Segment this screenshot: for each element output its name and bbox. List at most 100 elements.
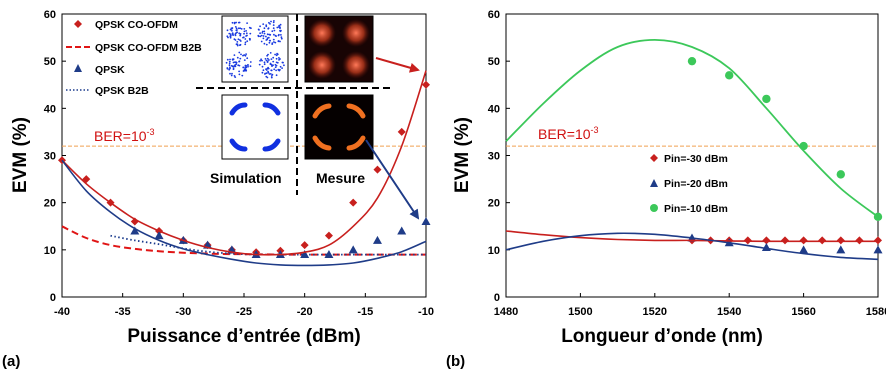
- chart-a-y-tick-label: 30: [44, 151, 56, 163]
- constellation-dot: [266, 67, 269, 70]
- constellation-arc: [312, 103, 332, 119]
- chart-a-series-2-point: [130, 226, 140, 235]
- constellation-dot: [261, 65, 264, 68]
- chart-b-series-0-point: [818, 236, 827, 245]
- constellation-dot: [259, 35, 262, 38]
- chart-b-x-tick-label: 1560: [791, 306, 815, 318]
- chart-a-series-0-point: [422, 80, 430, 89]
- chart-b-series-0-point: [855, 236, 864, 245]
- constellation-dot: [274, 66, 277, 69]
- constellation-dot: [272, 24, 275, 26]
- constellation-dot: [266, 60, 269, 63]
- constellation-dot: [277, 40, 280, 42]
- constellation-dot: [238, 60, 241, 63]
- constellation-dot: [269, 52, 272, 54]
- constellation-dot: [244, 38, 247, 40]
- constellation-dot: [274, 41, 277, 44]
- chart-b-series-0-point: [874, 236, 882, 245]
- constellation-dot: [265, 75, 268, 78]
- chart-a-y-axis-label: EVM (%): [10, 117, 31, 193]
- constellation-dot: [238, 70, 241, 73]
- constellation-dot: [267, 27, 270, 30]
- chart-b-series-3-line: [505, 38, 879, 218]
- chart-a-series-5-line: [61, 159, 427, 267]
- constellation-dot: [244, 43, 247, 46]
- constellation-dot: [273, 29, 276, 32]
- constellation-dot: [235, 21, 238, 24]
- constellation-dot: [263, 61, 266, 64]
- constellation-arc: [229, 138, 248, 152]
- constellation-dot: [228, 64, 231, 67]
- constellation-dot: [279, 65, 282, 68]
- chart-b-ber-exponent: -3: [591, 125, 599, 135]
- constellation-dot: [266, 57, 269, 60]
- chart-b-y-tick-label: 60: [488, 9, 500, 21]
- chart-a-series-2-point: [372, 235, 382, 244]
- constellation-dot: [247, 65, 249, 68]
- constellation-dot: [262, 23, 265, 25]
- constellation-dot: [243, 28, 246, 30]
- constellation-dot: [249, 61, 252, 63]
- legend-triangle-marker: [650, 179, 658, 187]
- constellation-dot: [274, 53, 276, 56]
- constellation-dot: [225, 61, 228, 64]
- constellation-arc: [229, 102, 248, 116]
- chart-a-series-2-point: [397, 226, 407, 235]
- constellation-dot: [265, 43, 268, 46]
- chart-a-series: [58, 70, 431, 267]
- chart-a-series-0-point: [397, 127, 406, 136]
- panel-label-b: (b): [446, 353, 465, 370]
- constellation-dot: [231, 65, 234, 68]
- constellation-dot: [239, 43, 242, 46]
- constellation-dot: [279, 27, 281, 29]
- constellation-dot: [275, 35, 277, 37]
- constellation-dot: [249, 32, 252, 35]
- constellation-dot: [275, 57, 278, 60]
- legend-label: QPSK: [95, 64, 125, 76]
- constellation-dot: [239, 33, 242, 35]
- constellation-dot: [283, 64, 285, 67]
- chart-b-series-1-point: [873, 245, 883, 254]
- constellation-dot: [261, 32, 264, 34]
- chart-a-y-tick-label: 40: [44, 103, 56, 115]
- chart-b-x-tick-label: 1480: [494, 306, 518, 318]
- chart-b-series-1-point: [799, 245, 809, 254]
- constellation-dot: [233, 21, 236, 24]
- legend-label: QPSK CO-OFDM: [95, 19, 178, 31]
- constellation-dot: [259, 32, 261, 35]
- constellation-dot: [268, 21, 270, 24]
- inset-frame: [304, 94, 374, 160]
- constellation-dot: [230, 27, 233, 30]
- chart-b-y-tick-label: 0: [494, 292, 500, 304]
- constellation-dot: [270, 58, 273, 60]
- chart-a-ber-exponent: -3: [147, 127, 155, 137]
- constellation-dot: [235, 32, 237, 34]
- chart-b: 0 10 20 30 40 50 60 1480 1500 1520 1540 1560 1580 BE…: [446, 9, 886, 370]
- constellation-dot: [270, 76, 273, 79]
- constellation-dot: [272, 60, 275, 63]
- constellation-dot: [233, 75, 236, 77]
- constellation-dot: [240, 28, 243, 30]
- constellation-dot: [231, 29, 233, 32]
- constellation-dot: [259, 59, 261, 62]
- inset-label-simulation: Simulation: [210, 170, 282, 186]
- constellation-dot: [238, 64, 241, 67]
- constellation-dot: [226, 67, 229, 69]
- constellation-dot: [281, 67, 283, 69]
- constellation-dot: [236, 56, 239, 59]
- constellation-dot: [270, 63, 273, 66]
- chart-a-series-2-point: [421, 217, 431, 226]
- inset-simulation-qpsk: [221, 94, 289, 160]
- chart-a-legend: QPSK CO-OFDM QPSK CO-OFDM B2B QPSK QPSK …: [66, 19, 202, 97]
- constellation-dot: [234, 34, 237, 37]
- legend-entry-pin-20: Pin=-20 dBm: [650, 178, 728, 190]
- constellation-dot: [230, 74, 233, 77]
- chart-a-ber-text: BER=10: [94, 128, 147, 144]
- chart-b-series-2-point: [762, 94, 771, 104]
- chart-a-x-tick-label: -25: [236, 306, 252, 318]
- constellation-dot: [240, 53, 242, 56]
- panel-label-a: (a): [2, 353, 20, 370]
- constellation-dot: [229, 58, 231, 61]
- inset-simulation-co-ofdm: [221, 15, 289, 83]
- chart-b-series-0-point: [762, 236, 771, 245]
